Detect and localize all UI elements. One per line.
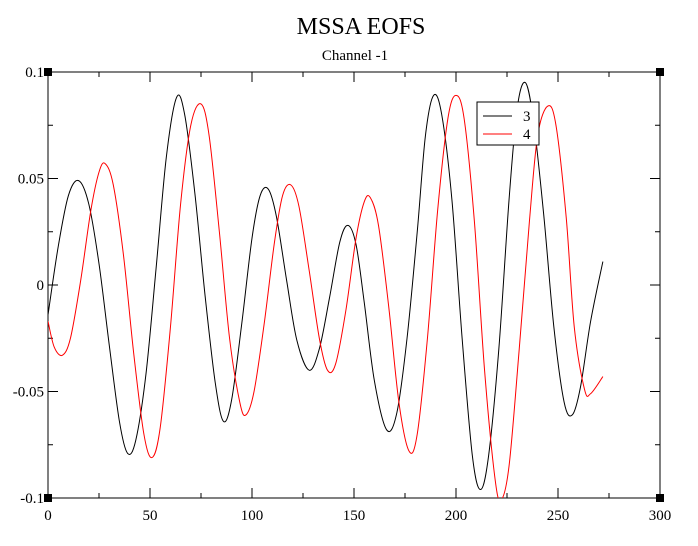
corner-handle-top-right[interactable] [656,68,664,76]
y-tick-label: 0.1 [25,65,44,81]
x-tick-label: 300 [649,508,672,524]
y-tick-label: -0.05 [13,385,44,401]
series-line-3 [48,81,604,490]
x-tick-label: 250 [547,508,570,524]
axis-tick-labels: 0 50 100 150 200 250 300 -0.1 -0.05 0 0.05 0.1 [13,65,672,524]
legend: 3 4 [476,101,540,146]
chart-subtitle: Channel -1 [322,48,388,64]
y-tick-label: 0 [37,278,45,294]
corner-handle-top-left[interactable] [44,68,52,76]
legend-label-series-3: 3 [523,109,531,125]
corner-handles [44,68,664,502]
x-tick-label: 100 [241,508,264,524]
axis-ticks [47,71,661,499]
corner-handle-bottom-left[interactable] [44,494,52,502]
corner-handle-bottom-right[interactable] [656,494,664,502]
y-tick-label: 0.05 [18,172,44,188]
legend-box [476,101,540,146]
x-tick-label: 200 [445,508,468,524]
plot-frame [47,71,661,499]
series-lines [48,81,604,498]
chart-title: MSSA EOFS [297,14,426,40]
x-tick-label: 0 [44,508,52,524]
series-line-4 [48,94,604,498]
x-tick-label: 150 [343,508,366,524]
x-tick-label: 50 [143,508,158,524]
legend-label-series-4: 4 [523,127,531,143]
y-tick-label: -0.1 [20,491,44,507]
